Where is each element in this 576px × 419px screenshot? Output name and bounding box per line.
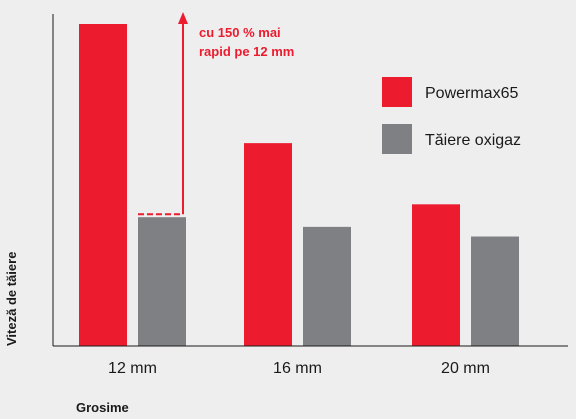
arrow-head: [178, 12, 188, 24]
bars-layer: [79, 24, 519, 346]
x-tick-labels: 12 mm 16 mm 20 mm: [108, 360, 490, 377]
legend-swatch: [382, 124, 412, 154]
bar-oxigaz-12mm: [138, 217, 186, 346]
bar-powermax65-20mm: [412, 204, 460, 346]
legend: Powermax65 Tăiere oxigaz: [382, 77, 521, 154]
legend-label: Powermax65: [425, 85, 518, 102]
bar-oxigaz-16mm: [303, 226, 351, 346]
bar-oxigaz-20mm: [471, 236, 519, 346]
x-tick-label: 12 mm: [108, 360, 157, 377]
x-tick-label: 16 mm: [273, 360, 322, 377]
annotation-text-line: rapid pe 12 mm: [199, 44, 294, 59]
legend-swatch: [382, 77, 412, 107]
legend-label: Tăiere oxigaz: [425, 132, 521, 149]
annotation: cu 150 % mai rapid pe 12 mm: [138, 12, 294, 216]
bar-powermax65-16mm: [244, 143, 292, 346]
x-axis-title: Grosime: [76, 400, 129, 415]
y-axis-title: Viteză de tăiere: [4, 252, 19, 346]
annotation-text-line: cu 150 % mai: [199, 25, 281, 40]
bar-powermax65-12mm: [79, 24, 127, 346]
x-tick-label: 20 mm: [441, 360, 490, 377]
